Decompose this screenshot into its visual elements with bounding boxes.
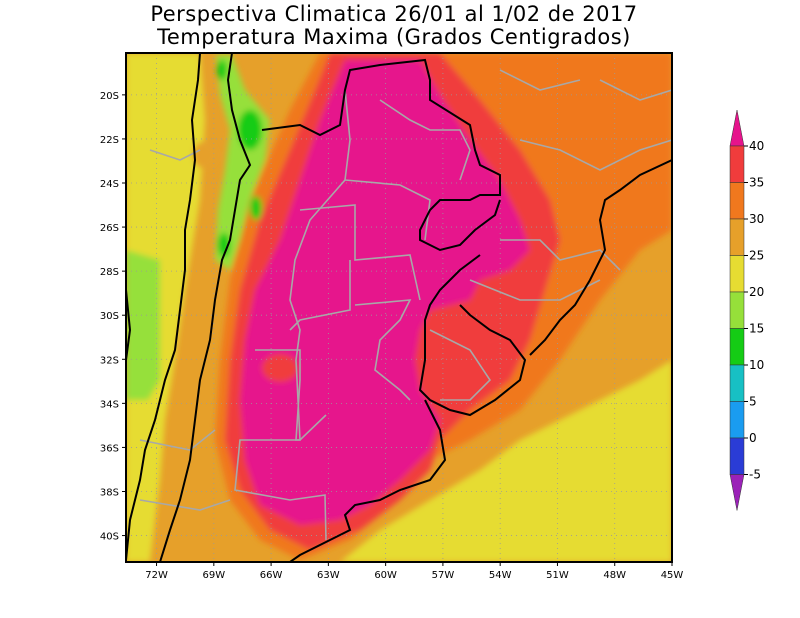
province-borders (139, 69, 672, 541)
colorbar-label: 35 (749, 176, 764, 190)
colorbar-label: 30 (749, 212, 764, 226)
lat-label: 38S (100, 487, 119, 498)
lat-label: 28S (100, 267, 119, 278)
lat-label: 22S (100, 135, 119, 146)
colorbar-label: 15 (749, 322, 764, 336)
colorbar-label: 5 (749, 395, 757, 409)
colorbar-swatch (729, 145, 745, 183)
colorbar-top-arrow (729, 109, 745, 147)
colorbar-swatch (729, 182, 745, 220)
lat-label: 34S (100, 399, 119, 410)
graticule (126, 53, 672, 562)
colorbar-swatch (729, 218, 745, 256)
colorbar-label: 25 (749, 249, 764, 263)
colorbar-label: -5 (749, 468, 761, 482)
colorbar-label: 10 (749, 358, 764, 372)
colorbar-swatch (729, 255, 745, 293)
lat-label: 36S (100, 443, 119, 454)
lon-label: 48W (603, 570, 626, 581)
colorbar-label: 20 (749, 285, 764, 299)
temperature-field (126, 53, 672, 562)
boundaries (126, 53, 672, 562)
map-title: Perspectiva Climatica 26/01 al 1/02 de 2… (150, 2, 638, 26)
lat-label: 20S (100, 91, 119, 102)
lon-label: 45W (661, 570, 684, 581)
colorbar-swatch (729, 437, 745, 475)
lon-label: 60W (374, 570, 397, 581)
lat-label: 32S (100, 355, 119, 366)
map-frame (125, 52, 673, 563)
colorbar-swatch (729, 291, 745, 329)
colorbar-label: 40 (749, 139, 764, 153)
colorbar-label: 0 (749, 431, 757, 445)
lon-label: 51W (546, 570, 569, 581)
longitude-labels: 72W 69W 66W 63W 60W 57W 54W 51W 48W 45W (145, 562, 683, 581)
colorbar-bottom-arrow (729, 474, 745, 511)
colorbar-swatch (729, 364, 745, 402)
lon-label: 66W (260, 570, 283, 581)
lat-label: 30S (100, 311, 119, 322)
colorbar-swatch (729, 401, 745, 439)
lon-label: 63W (317, 570, 340, 581)
lon-label: 72W (145, 570, 168, 581)
lat-label: 24S (100, 179, 119, 190)
colorbar-swatch (729, 328, 745, 366)
colorbar: 40 35 30 25 20 15 10 5 0 -5 (729, 109, 764, 511)
lon-label: 57W (432, 570, 455, 581)
country-borders (126, 53, 672, 562)
lat-label: 26S (100, 223, 119, 234)
lat-label: 40S (100, 532, 119, 543)
map-subtitle: Temperatura Maxima (Grados Centigrados) (157, 25, 631, 49)
lon-label: 54W (489, 570, 512, 581)
lon-label: 69W (203, 570, 226, 581)
latitude-labels: 20S 22S 24S 26S 28S 30S 32S 34S 36S 38S 40S (100, 91, 126, 543)
